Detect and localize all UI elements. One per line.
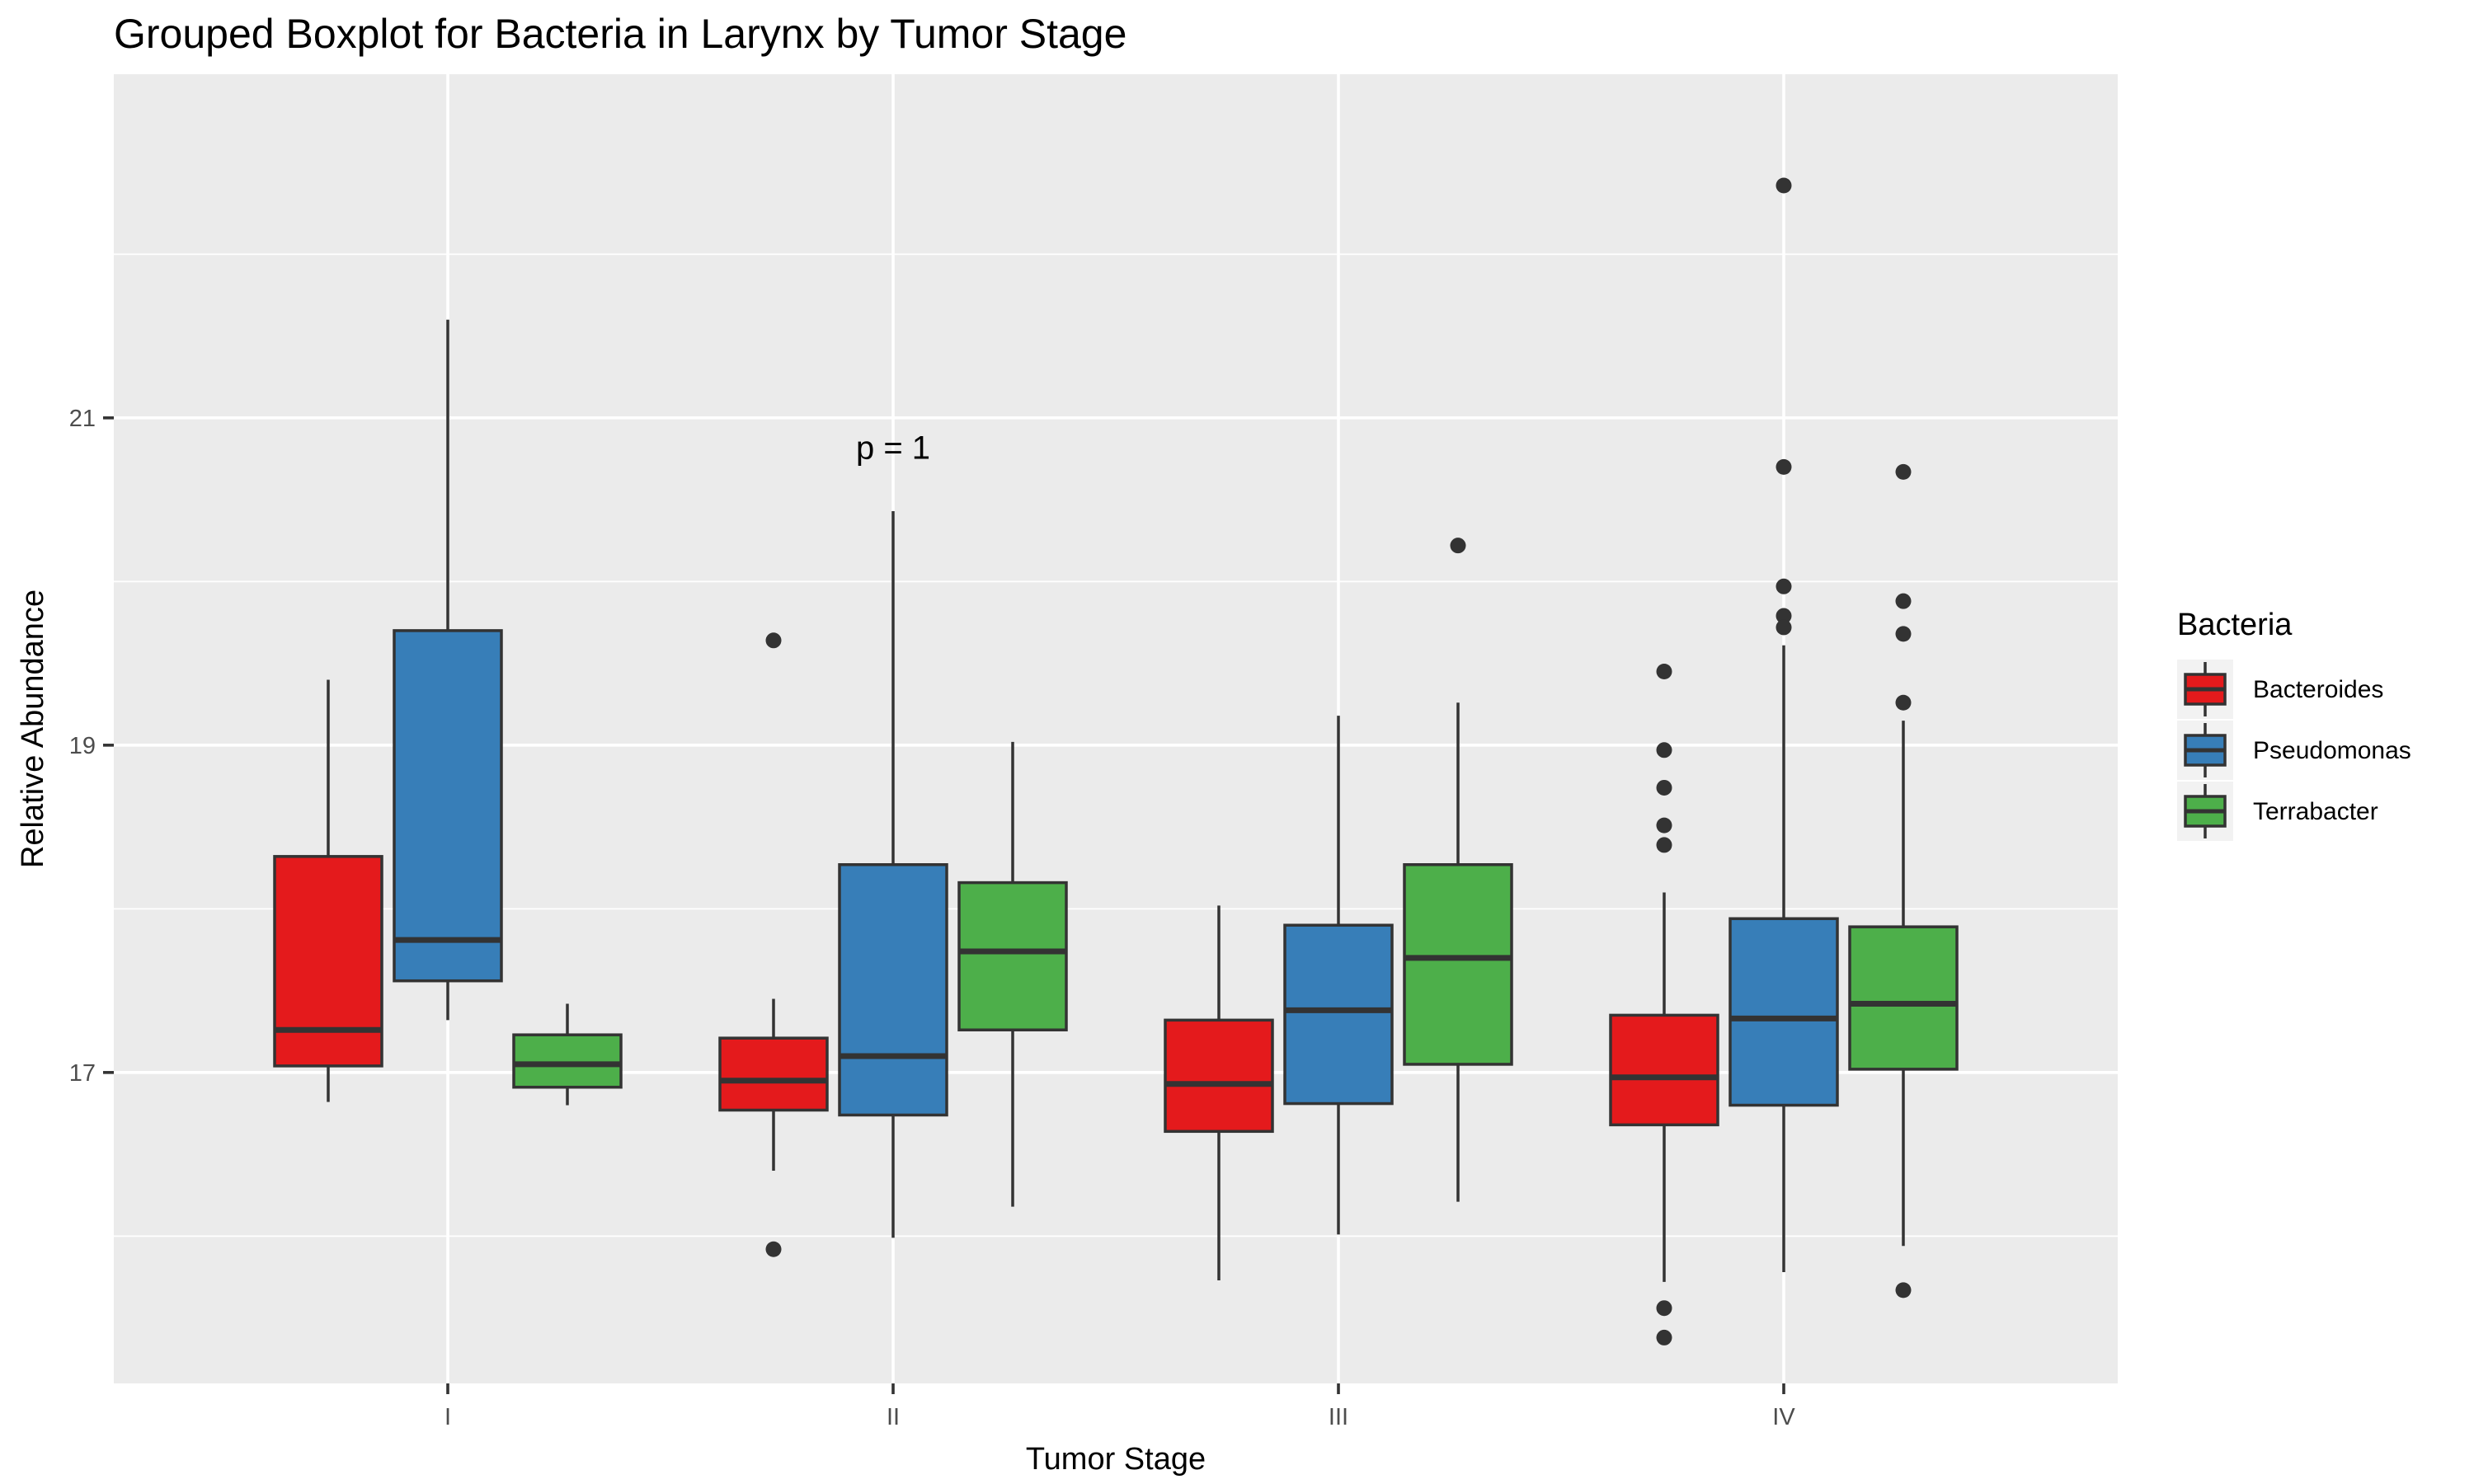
outlier-point[interactable] <box>1656 817 1672 834</box>
box-pseudomonas-I[interactable] <box>393 319 503 1021</box>
legend-item-terrabacter[interactable]: Terrabacter <box>2177 782 2378 841</box>
outlier-point[interactable] <box>1656 837 1672 853</box>
box-pseudomonas-II[interactable] <box>838 510 948 1238</box>
outlier-point[interactable] <box>1895 626 1912 642</box>
series-bacteroides <box>273 632 1719 1345</box>
p-value-annotation: p = 1 <box>856 430 930 466</box>
chart-text: Grouped Boxplot for Bacteria in Larynx b… <box>16 11 1206 1477</box>
y-tick-label: 17 <box>69 1060 96 1087</box>
box-body[interactable] <box>512 1033 623 1089</box>
outlier-point[interactable] <box>1895 1282 1912 1298</box>
y-tick-label: 21 <box>69 406 96 432</box>
x-tick-label: III <box>1329 1404 1348 1430</box>
outlier-point[interactable] <box>1776 619 1792 636</box>
legend-item-pseudomonas[interactable]: Pseudomonas <box>2177 721 2411 780</box>
y-axis-title: Relative Abundance <box>16 589 50 868</box>
x-tick-label: II <box>887 1404 900 1430</box>
outlier-point[interactable] <box>1656 1329 1672 1345</box>
outlier-point[interactable] <box>1895 463 1912 480</box>
outlier-point[interactable] <box>1656 779 1672 796</box>
outlier-point[interactable] <box>1776 458 1792 475</box>
box-body[interactable] <box>273 855 383 1068</box>
box-body[interactable] <box>1164 1018 1274 1134</box>
legend-label: Pseudomonas <box>2253 737 2411 764</box>
outlier-point[interactable] <box>765 1241 782 1257</box>
box-terrabacter-III[interactable] <box>1403 538 1513 1202</box>
outlier-point[interactable] <box>1656 664 1672 680</box>
box-body[interactable] <box>393 629 503 983</box>
legend-label: Bacteroides <box>2253 676 2383 703</box>
legend[interactable]: Bacteria Bacteroides Pseudomonas Terrabacte… <box>2177 608 2411 841</box>
series-terrabacter <box>512 463 1959 1298</box>
box-body[interactable] <box>718 1036 829 1112</box>
box-bacteroides-III[interactable] <box>1164 905 1274 1280</box>
legend-title: Bacteria <box>2177 608 2293 642</box>
outlier-point[interactable] <box>1656 742 1672 758</box>
outlier-point[interactable] <box>1895 593 1912 609</box>
box-body[interactable] <box>957 881 1068 1031</box>
box-series <box>273 177 1959 1345</box>
x-axis-title: Tumor Stage <box>1026 1442 1206 1477</box>
outlier-point[interactable] <box>1776 177 1792 194</box>
box-bacteroides-II[interactable] <box>718 632 829 1257</box>
outlier-point[interactable] <box>765 632 782 649</box>
box-body[interactable] <box>1729 917 1839 1107</box>
box-body[interactable] <box>838 863 948 1117</box>
box-pseudomonas-III[interactable] <box>1283 716 1394 1235</box>
box-body[interactable] <box>1848 925 1959 1071</box>
outlier-point[interactable] <box>1450 538 1466 554</box>
outlier-point[interactable] <box>1656 1300 1672 1317</box>
box-body[interactable] <box>1283 923 1394 1106</box>
legend-item-bacteroides[interactable]: Bacteroides <box>2177 660 2383 719</box>
box-terrabacter-IV[interactable] <box>1848 463 1959 1298</box>
box-body[interactable] <box>1403 863 1513 1066</box>
x-tick-label: I <box>444 1404 451 1430</box>
legend-label: Terrabacter <box>2253 798 2378 825</box>
series-pseudomonas <box>393 177 1839 1273</box>
box-body[interactable] <box>1609 1013 1719 1127</box>
outlier-point[interactable] <box>1776 608 1792 624</box>
chart-title: Grouped Boxplot for Bacteria in Larynx b… <box>114 11 1126 57</box>
y-tick-label: 19 <box>69 733 96 759</box>
box-bacteroides-I[interactable] <box>273 679 383 1102</box>
box-pseudomonas-IV[interactable] <box>1729 177 1839 1273</box>
box-bacteroides-IV[interactable] <box>1609 664 1719 1345</box>
outlier-point[interactable] <box>1895 694 1912 711</box>
outlier-point[interactable] <box>1776 578 1792 594</box>
box-terrabacter-II[interactable] <box>957 741 1068 1207</box>
box-terrabacter-I[interactable] <box>512 1003 623 1106</box>
x-tick-label: IV <box>1772 1404 1795 1430</box>
